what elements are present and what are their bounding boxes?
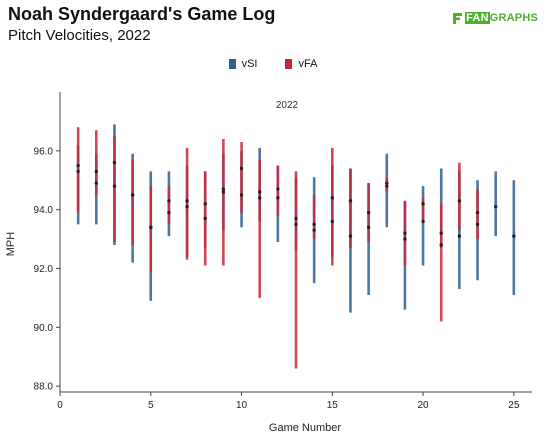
- legend-item-vfa: vFA: [285, 58, 317, 70]
- avg-dot-vfa-game-17: [366, 210, 371, 215]
- legend-item-vsi: vSI: [228, 58, 258, 70]
- avg-dot-vfa-game-2: [94, 181, 99, 185]
- avg-dot-vfa-game-13: [294, 216, 298, 221]
- panel-title: 2022: [276, 100, 299, 111]
- avg-dot-vfa-game-19: [403, 237, 407, 241]
- x-tick-label: 5: [148, 400, 154, 411]
- avg-dot-vsi-game-19: [403, 231, 407, 235]
- chart-legend: vSI vFA: [0, 58, 546, 70]
- avg-dot-vsi-game-12: [276, 196, 280, 200]
- avg-dot-vsi-game-22: [457, 234, 462, 238]
- avg-dot-vsi-game-9: [221, 190, 226, 194]
- avg-dot-vfa-game-18: [385, 181, 389, 185]
- avg-dot-vfa-game-10: [239, 166, 244, 171]
- logo-graphs-text: GRAPHS: [489, 12, 538, 24]
- x-axis-label: Game Number: [269, 422, 341, 434]
- avg-dot-vfa-game-23: [475, 222, 480, 227]
- avg-dot-vsi-game-13: [294, 222, 298, 227]
- x-tick-label: 0: [57, 400, 63, 411]
- avg-dot-vsi-game-8: [203, 216, 207, 221]
- chart-axes: 88.0 90.0 92.0 94.0 96.0 0 5 10 15 20 25: [34, 92, 532, 411]
- avg-dot-vsi-game-17: [366, 225, 371, 229]
- avg-dot-vsi-game-7: [185, 199, 189, 203]
- avg-dot-vsi-game-3: [112, 184, 117, 188]
- avg-dot-vfa-game-9: [221, 187, 226, 191]
- x-tick-label: 20: [418, 400, 430, 411]
- avg-dot-vsi-game-1: [76, 169, 80, 174]
- legend-label-vfa: vFA: [298, 58, 318, 70]
- logo-fan-text: FAN: [465, 12, 490, 24]
- avg-dot-vfa-game-8: [203, 202, 207, 206]
- legend-swatch-vsi: [228, 59, 236, 69]
- avg-dot-vsi-game-11: [257, 190, 262, 194]
- avg-dot-vsi-game-18: [385, 184, 389, 188]
- avg-dot-vfa-game-16: [348, 199, 353, 203]
- avg-dot-vsi-game-23: [475, 210, 480, 215]
- legend-swatch-vfa: [285, 59, 293, 69]
- avg-dot-vfa-game-22: [457, 199, 462, 203]
- avg-dot-vsi-game-20: [421, 219, 425, 224]
- chart-subtitle: Pitch Velocities, 2022: [8, 27, 151, 44]
- avg-dot-vfa-game-20: [421, 202, 425, 206]
- avg-dot-vfa-game-12: [276, 187, 280, 191]
- avg-dot-vfa-game-1: [76, 163, 80, 168]
- y-tick-label: 94.0: [34, 205, 54, 216]
- avg-dot-vfa-game-7: [185, 205, 189, 209]
- avg-dot-vfa-game-6: [167, 210, 171, 215]
- avg-dot-vfa-game-5: [149, 225, 153, 229]
- avg-dot-vsi-game-16: [348, 234, 353, 238]
- avg-dot-vfa-game-3: [112, 160, 117, 165]
- avg-dot-vfa-game-11: [257, 196, 262, 200]
- avg-dot-vfa-game-14: [312, 222, 316, 227]
- avg-dot-vsi-game-21: [439, 231, 443, 235]
- fangraphs-logo: FAN GRAPHS: [453, 12, 538, 24]
- avg-dot-vfa-game-15: [330, 196, 335, 200]
- y-tick-label: 96.0: [34, 146, 54, 157]
- avg-dot-vfa-game-4: [130, 193, 135, 197]
- avg-dot-vsi-game-10: [239, 193, 244, 197]
- legend-label-vsi: vSI: [241, 58, 258, 70]
- x-tick-label: 25: [508, 400, 520, 411]
- chart-marks: [76, 124, 516, 369]
- x-tick-label: 10: [236, 400, 248, 411]
- avg-dot-vsi-game-15: [330, 219, 335, 224]
- avg-dot-vsi-game-14: [312, 228, 316, 232]
- fangraphs-f-icon: [453, 12, 463, 24]
- chart-title: Noah Syndergaard's Game Log: [8, 4, 276, 24]
- x-tick-label: 15: [327, 400, 339, 411]
- avg-dot-vsi-game-2: [94, 169, 99, 174]
- avg-dot-vfa-game-21: [439, 243, 443, 247]
- y-axis-label: MPH: [5, 232, 17, 257]
- avg-dot-vsi-game-25: [512, 234, 516, 238]
- y-tick-label: 90.0: [34, 323, 54, 334]
- y-tick-label: 92.0: [34, 264, 54, 275]
- avg-dot-vsi-game-6: [167, 199, 171, 203]
- y-tick-label: 88.0: [34, 382, 54, 393]
- avg-dot-vsi-game-24: [493, 205, 498, 209]
